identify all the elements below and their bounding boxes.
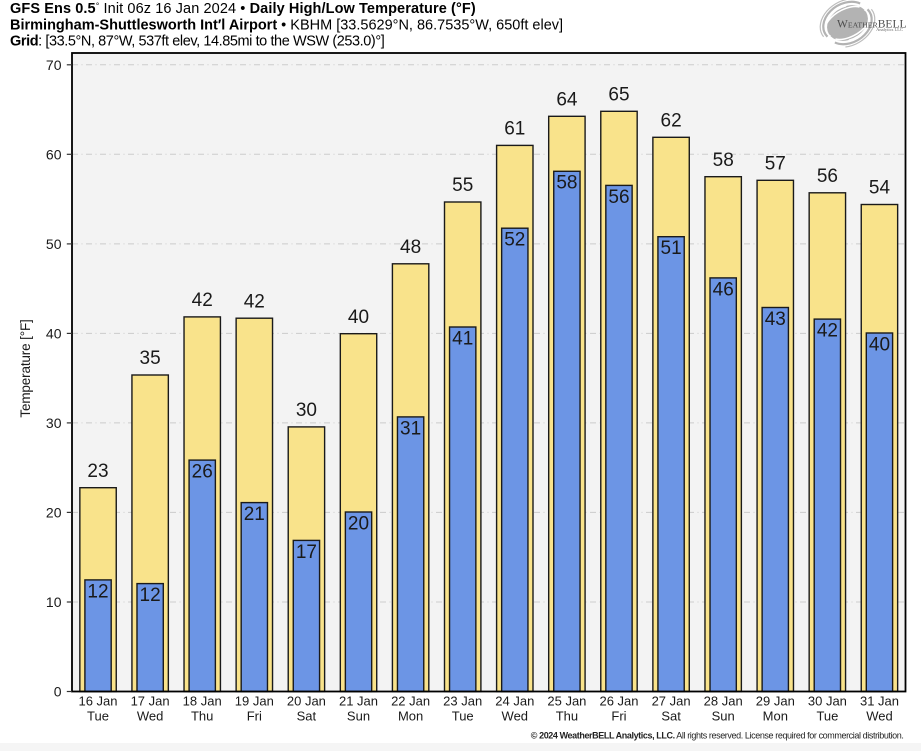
svg-text:16 Jan: 16 Jan — [78, 694, 117, 709]
svg-text:12: 12 — [87, 581, 108, 602]
svg-text:62: 62 — [661, 111, 682, 132]
svg-text:Birmingham-Shuttlesworth Int′l: Birmingham-Shuttlesworth Int′l Airport •… — [10, 18, 563, 34]
svg-text:57: 57 — [765, 154, 786, 175]
svg-text:29 Jan: 29 Jan — [756, 694, 795, 709]
svg-text:Sun: Sun — [347, 709, 370, 724]
svg-text:54: 54 — [869, 178, 891, 199]
svg-text:Sat: Sat — [297, 709, 317, 724]
svg-text:56: 56 — [817, 166, 838, 187]
svg-text:58: 58 — [556, 173, 577, 194]
svg-text:30: 30 — [296, 400, 317, 421]
svg-text:Tue: Tue — [816, 709, 838, 724]
svg-text:24 Jan: 24 Jan — [495, 694, 534, 709]
svg-text:Temperature [°F]: Temperature [°F] — [18, 319, 33, 417]
svg-text:WEATHERBELL: WEATHERBELL — [837, 18, 907, 30]
svg-text:Mon: Mon — [763, 709, 788, 724]
svg-text:Fri: Fri — [247, 709, 262, 724]
svg-text:© 2024 WeatherBELL Analytics,: © 2024 WeatherBELL Analytics, LLC. All r… — [531, 731, 904, 741]
svg-text:60: 60 — [46, 146, 62, 162]
svg-text:40: 40 — [348, 307, 369, 328]
svg-text:42: 42 — [192, 290, 213, 311]
svg-text:10: 10 — [46, 594, 62, 610]
svg-text:26 Jan: 26 Jan — [599, 694, 638, 709]
svg-text:GFS Ens 0.5° Init 06z 16 Jan 2: GFS Ens 0.5° Init 06z 16 Jan 2024 • Dail… — [10, 1, 476, 17]
svg-text:51: 51 — [661, 238, 682, 259]
svg-text:20: 20 — [46, 505, 62, 521]
svg-text:31 Jan: 31 Jan — [860, 694, 899, 709]
svg-text:21 Jan: 21 Jan — [339, 694, 378, 709]
svg-text:31: 31 — [400, 418, 421, 439]
svg-text:43: 43 — [765, 309, 786, 330]
svg-text:46: 46 — [713, 279, 734, 300]
svg-text:42: 42 — [244, 291, 265, 312]
svg-text:18 Jan: 18 Jan — [183, 694, 222, 709]
svg-text:50: 50 — [46, 236, 62, 252]
svg-text:52: 52 — [504, 230, 525, 251]
svg-text:Analytics LLC: Analytics LLC — [876, 27, 903, 32]
svg-text:20: 20 — [348, 513, 369, 534]
svg-text:70: 70 — [46, 57, 62, 73]
svg-text:48: 48 — [400, 237, 421, 258]
svg-text:Mon: Mon — [398, 709, 423, 724]
svg-text:Thu: Thu — [556, 709, 578, 724]
svg-text:Grid: [33.5°N, 87°W, 537ft ele: Grid: [33.5°N, 87°W, 537ft elev, 14.85mi… — [10, 34, 384, 50]
svg-text:20 Jan: 20 Jan — [287, 694, 326, 709]
svg-text:30 Jan: 30 Jan — [808, 694, 847, 709]
svg-text:17 Jan: 17 Jan — [131, 694, 170, 709]
svg-text:40: 40 — [869, 334, 890, 355]
svg-text:17: 17 — [296, 542, 317, 563]
svg-text:55: 55 — [452, 175, 473, 196]
svg-text:64: 64 — [556, 90, 578, 111]
svg-text:Wed: Wed — [137, 709, 164, 724]
svg-text:40: 40 — [46, 326, 62, 342]
svg-text:41: 41 — [452, 328, 473, 349]
svg-text:Wed: Wed — [866, 709, 893, 724]
svg-text:Sat: Sat — [661, 709, 681, 724]
svg-text:26: 26 — [192, 462, 213, 483]
svg-text:Fri: Fri — [611, 709, 626, 724]
svg-text:19 Jan: 19 Jan — [235, 694, 274, 709]
svg-text:58: 58 — [713, 150, 734, 171]
svg-text:61: 61 — [504, 119, 525, 140]
svg-text:Sun: Sun — [712, 709, 735, 724]
svg-text:27 Jan: 27 Jan — [652, 694, 691, 709]
svg-text:25 Jan: 25 Jan — [547, 694, 586, 709]
svg-text:65: 65 — [608, 85, 629, 106]
svg-text:42: 42 — [817, 321, 838, 342]
svg-text:Wed: Wed — [502, 709, 529, 724]
svg-text:28 Jan: 28 Jan — [704, 694, 743, 709]
svg-text:Thu: Thu — [191, 709, 213, 724]
svg-text:12: 12 — [140, 585, 161, 606]
svg-text:21: 21 — [244, 504, 265, 525]
svg-text:23 Jan: 23 Jan — [443, 694, 482, 709]
svg-text:35: 35 — [140, 348, 161, 369]
svg-text:22 Jan: 22 Jan — [391, 694, 430, 709]
svg-text:0: 0 — [54, 684, 62, 700]
svg-text:23: 23 — [87, 461, 108, 482]
svg-text:Tue: Tue — [452, 709, 474, 724]
svg-text:56: 56 — [608, 187, 629, 208]
svg-text:Tue: Tue — [87, 709, 109, 724]
svg-text:30: 30 — [46, 415, 62, 431]
